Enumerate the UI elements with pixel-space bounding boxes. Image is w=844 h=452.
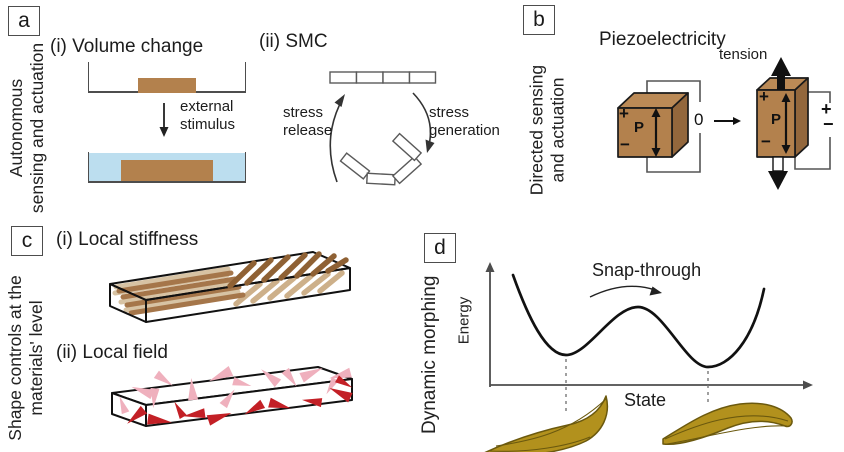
x-axis-arrowhead-icon [803,380,813,390]
bistable-sheet-right [662,402,793,446]
transverse-fibers-light [233,270,345,307]
panel-c-side-line2: materials' level [26,300,46,416]
energy-curve [511,273,766,369]
panel-c-label: c [11,226,43,256]
panel-b-side-label: Directed sensing and actuation [527,53,569,208]
gel-sample-dry [138,78,196,93]
minima-dashed-lines [565,359,709,413]
left-crystal-p: P [634,119,645,136]
cycle-arrow-down-icon [412,92,435,153]
smc-flat-chain [329,71,437,84]
external-stimulus-label: external stimulus [180,98,235,134]
snap-through-arrow-icon [589,285,662,298]
transition-arrow-icon [714,117,741,125]
tension-arrow-up-icon [771,57,791,90]
local-stiffness-heading: (i) Local stiffness [56,229,199,250]
panel-d-label: d [424,233,456,263]
tension-arrow-down-icon [768,156,788,190]
polarization-arrow-right-icon [781,93,791,154]
piezo-graphic [617,57,831,190]
stress-release-label: stress release [283,104,332,140]
energy-landscape-graphic [484,262,813,452]
bistable-sheet-left [484,395,608,452]
polarization-arrow-left-icon [651,108,661,157]
smc-bent-chain [339,132,423,186]
panel-b-side-line2: and actuation [547,77,568,183]
snap-through-label: Snap-through [592,260,702,280]
zero-voltage-label: 0 [694,110,704,129]
volume-change-heading: (i) Volume change [50,36,204,57]
tension-label: tension [719,46,768,63]
release-line2: release [283,122,333,139]
panel-a-label: a [8,6,40,36]
panel-b-side-line1: Directed sensing [526,64,547,196]
stress-generation-label: stress generation [429,104,500,140]
right-crystal-minus: − [761,132,771,151]
piezoelectricity-heading: Piezoelectricity [599,29,726,50]
circuit-plus: + [821,99,832,119]
generation-line2: generation [429,122,500,139]
left-crystal-plus: + [619,104,629,123]
y-axis-arrowhead-icon [485,262,495,272]
smc-heading: (ii) SMC [259,31,328,52]
stimulus-line2: stimulus [180,116,236,133]
right-crystal-plus: + [759,87,769,106]
field-beam-graphic [111,363,355,428]
right-crystal-p: P [771,111,782,128]
generation-line1: stress [429,104,470,121]
container-filled [88,152,246,183]
circuit-minus: − [823,114,834,134]
left-crystal-minus: − [620,135,630,154]
panel-b-label: b [523,5,555,35]
panel-c-side-label: Shape controls at the materials' level [5,260,47,452]
panel-c-side-line1: Shape controls at the [5,275,25,441]
stiffness-beam-graphic [109,251,351,323]
smc-cycle-graphic [329,71,437,186]
state-axis-label: State [624,390,667,410]
local-field-heading: (ii) Local field [56,342,168,363]
cycle-arrow-up-icon [329,94,345,183]
transverse-fibers-dark [227,251,349,289]
left-circuit-wire [646,80,701,173]
energy-axis [489,269,806,387]
down-arrow-icon [159,103,169,137]
piezo-cube-unstrained [617,92,689,158]
panel-d-side-label: Dynamic morphing [419,275,440,434]
panel-a-side-label: Autonomous sensing and actuation [6,33,48,223]
panel-a-side-line2: sensing and actuation [27,42,47,214]
gel-sample-swollen [121,160,213,181]
stimulus-line1: external [180,98,234,115]
release-line1: stress [283,104,324,121]
panel-a-side-line1: Autonomous [6,78,26,178]
